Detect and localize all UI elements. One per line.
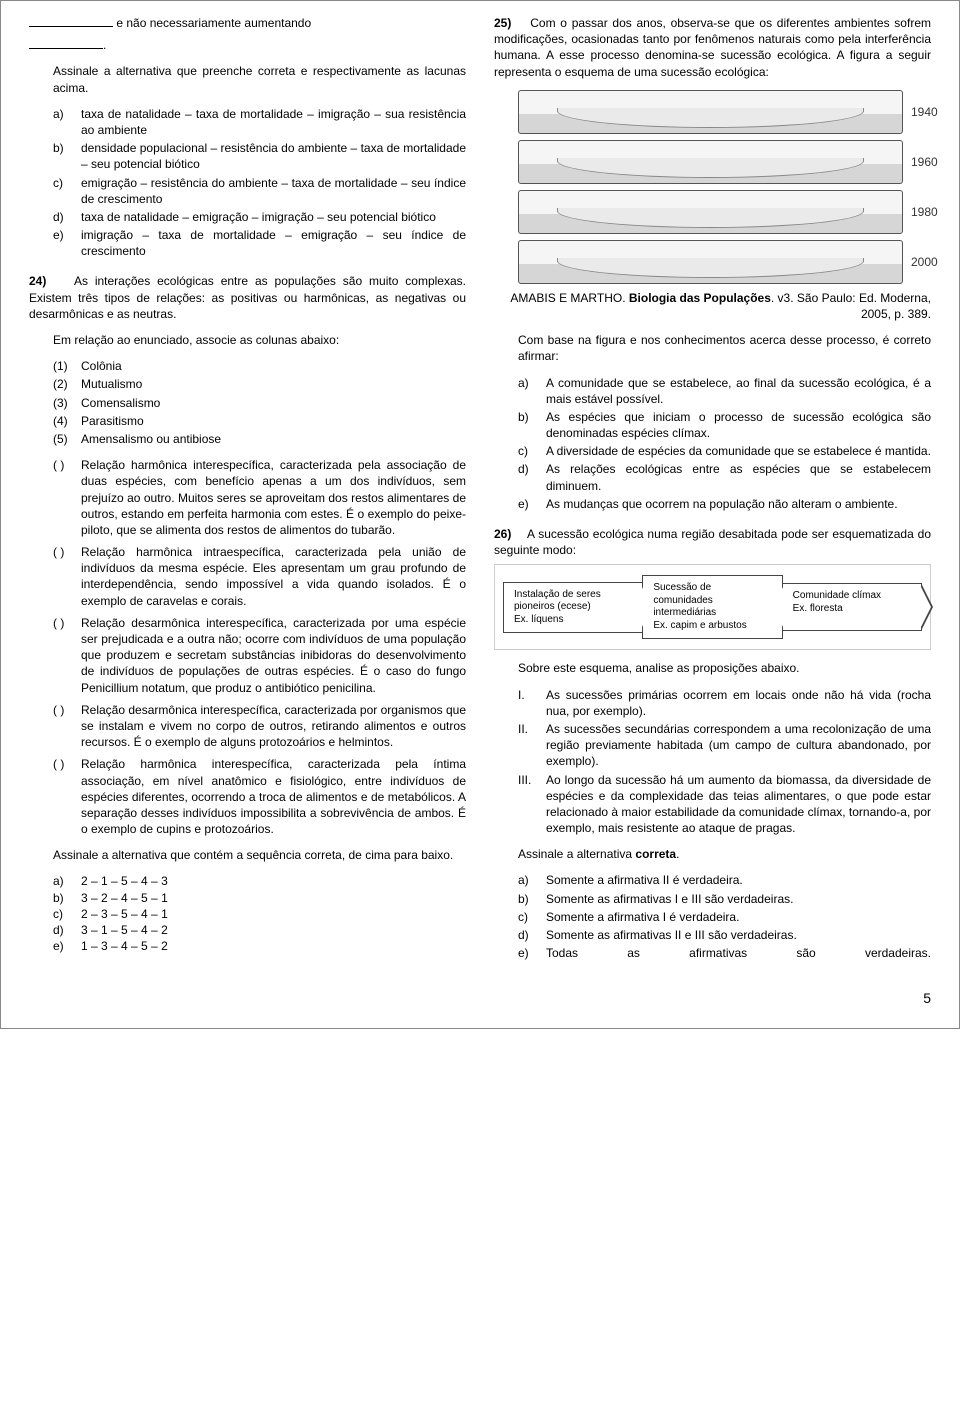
match-right-4: ( )Relação desarmônica interespecífica, … xyxy=(53,702,466,751)
q23-option-d: d)taxa de natalidade – emigração – imigr… xyxy=(53,209,466,225)
q24-stem-text: As interações ecológicas entre as popula… xyxy=(29,274,466,320)
q24-match-right: ( )Relação harmônica interespecífica, ca… xyxy=(53,457,466,837)
q25-option-b: b)As espécies que iniciam o processo de … xyxy=(518,409,931,441)
q24-seq-instr: Assinale a alternativa que contém a sequ… xyxy=(53,847,466,863)
q26-instr2-bold: correta xyxy=(635,847,676,861)
match-left-5: (5)Amensalismo ou antibiose xyxy=(53,431,466,447)
right-column: 25) Com o passar dos anos, observa-se qu… xyxy=(494,15,931,971)
q23-option-c: c)emigração – resistência do ambiente – … xyxy=(53,175,466,207)
q26-options: a)Somente a afirmativa II é verdadeira. … xyxy=(518,872,931,961)
succ-draw-1960 xyxy=(518,140,903,184)
succ-row-1960: 1960 xyxy=(518,140,955,184)
q24-seq-a: a)2 – 1 – 5 – 4 – 3 xyxy=(53,873,466,889)
q25-figure: 1940 1960 1980 2000 xyxy=(518,90,955,284)
arrow3-title: Comunidade clímax xyxy=(793,590,881,601)
arrow-box-3: Comunidade clímax Ex. floresta xyxy=(782,583,922,631)
q26-arrows-figure: Instalação de seres pioneiros (ecese) Ex… xyxy=(494,564,931,650)
caption-tail: . v3. São Paulo: Ed. Moderna, 2005, p. 3… xyxy=(771,291,931,321)
q23-options: a)taxa de natalidade – taxa de mortalida… xyxy=(53,106,466,260)
arrow3-ex: Ex. floresta xyxy=(793,603,901,616)
succ-year-1980: 1980 xyxy=(911,204,955,220)
q26-instr2: Assinale a alternativa correta. xyxy=(518,846,931,862)
succ-row-1980: 1980 xyxy=(518,190,955,234)
q24-instr: Em relação ao enunciado, associe as colu… xyxy=(53,332,466,348)
q23-option-b: b)densidade populacional – resistência d… xyxy=(53,140,466,172)
q25-option-a: a)A comunidade que se estabelece, ao fin… xyxy=(518,375,931,407)
q25-option-e: e)As mudanças que ocorrem na população n… xyxy=(518,496,931,512)
q24-num: 24) xyxy=(29,274,46,288)
q26-stem-text: A sucessão ecológica numa região desabit… xyxy=(494,527,931,557)
q26-romans: I.As sucessões primárias ocorrem em loca… xyxy=(518,687,931,837)
blank-2 xyxy=(29,38,103,49)
succ-draw-2000 xyxy=(518,240,903,284)
q24-seq-options: a)2 – 1 – 5 – 4 – 3 b)3 – 2 – 4 – 5 – 1 … xyxy=(53,873,466,954)
q26-roman-3: III.Ao longo da sucessão há um aumento d… xyxy=(518,772,931,837)
arrow2-title: Sucessão de comunidades intermediárias xyxy=(653,582,716,618)
q25-instr: Com base na figura e nos conhecimentos a… xyxy=(518,332,931,364)
q23-fragment-line1: e não necessariamente aumentando xyxy=(29,15,466,31)
q24-seq-c: c)2 – 3 – 5 – 4 – 1 xyxy=(53,906,466,922)
q23-fragment-line2: . xyxy=(29,37,466,53)
q23-option-a: a)taxa de natalidade – taxa de mortalida… xyxy=(53,106,466,138)
q25-caption: AMABIS E MARTHO. Biologia das Populações… xyxy=(494,290,931,322)
succ-row-1940: 1940 xyxy=(518,90,955,134)
succ-year-2000: 2000 xyxy=(911,254,955,270)
q25-stem-text: Com o passar dos anos, observa-se que os… xyxy=(494,16,931,79)
fragment-suffix: . xyxy=(103,38,106,52)
arrow2-ex: Ex. capim e arbustos xyxy=(653,620,761,633)
caption-title: Biologia das Populações xyxy=(629,291,771,305)
match-left-1: (1)Colônia xyxy=(53,358,466,374)
q23-option-e: e)imigração – taxa de mortalidade – emig… xyxy=(53,227,466,259)
q24-seq-d: d)3 – 1 – 5 – 4 – 2 xyxy=(53,922,466,938)
q26-instr2-post: . xyxy=(676,847,679,861)
q26-option-a: a)Somente a afirmativa II é verdadeira. xyxy=(518,872,931,888)
q26-instr1: Sobre este esquema, analise as proposiçõ… xyxy=(518,660,931,676)
q24-stem: 24) As interações ecológicas entre as po… xyxy=(29,273,466,322)
q25-options: a)A comunidade que se estabelece, ao fin… xyxy=(518,375,931,513)
match-left-3: (3)Comensalismo xyxy=(53,395,466,411)
arrow1-ex: Ex. líquens xyxy=(514,614,622,627)
arrow-box-2: Sucessão de comunidades intermediárias E… xyxy=(642,575,782,639)
page-number: 5 xyxy=(29,989,931,1008)
match-right-5: ( )Relação harmônica interespecífica, ca… xyxy=(53,756,466,837)
succ-row-2000: 2000 xyxy=(518,240,955,284)
q26-option-b: b)Somente as afirmativas I e III são ver… xyxy=(518,891,931,907)
succ-year-1940: 1940 xyxy=(911,104,955,120)
q25-num: 25) xyxy=(494,16,511,30)
q25-stem: 25) Com o passar dos anos, observa-se qu… xyxy=(494,15,931,80)
q23-instr: Assinale a alternativa que preenche corr… xyxy=(53,63,466,95)
arrow1-title: Instalação de seres pioneiros (ecese) xyxy=(514,589,601,613)
arrow-box-1: Instalação de seres pioneiros (ecese) Ex… xyxy=(503,582,643,634)
q26-roman-2: II.As sucessões secundárias correspondem… xyxy=(518,721,931,770)
match-right-2: ( )Relação harmônica intraespecífica, ca… xyxy=(53,544,466,609)
succ-draw-1980 xyxy=(518,190,903,234)
left-column: e não necessariamente aumentando . Assin… xyxy=(29,15,466,971)
caption-authors: AMABIS E MARTHO. xyxy=(510,291,628,305)
q25-option-c: c)A diversidade de espécies da comunidad… xyxy=(518,443,931,459)
succ-draw-1940 xyxy=(518,90,903,134)
q26-stem: 26) A sucessão ecológica numa região des… xyxy=(494,526,931,558)
fragment-text-1: e não necessariamente aumentando xyxy=(116,16,311,30)
match-left-2: (2)Mutualismo xyxy=(53,376,466,392)
q26-option-d: d)Somente as afirmativas II e III são ve… xyxy=(518,927,931,943)
q26-option-c: c)Somente a afirmativa I é verdadeira. xyxy=(518,909,931,925)
q26-instr2-pre: Assinale a alternativa xyxy=(518,847,635,861)
match-right-1: ( )Relação harmônica interespecífica, ca… xyxy=(53,457,466,538)
match-right-3: ( )Relação desarmônica interespecífica, … xyxy=(53,615,466,696)
q26-num: 26) xyxy=(494,527,511,541)
q26-roman-1: I.As sucessões primárias ocorrem em loca… xyxy=(518,687,931,719)
q25-option-d: d)As relações ecológicas entre as espéci… xyxy=(518,461,931,493)
blank-1 xyxy=(29,16,113,27)
match-left-4: (4)Parasitismo xyxy=(53,413,466,429)
q24-seq-e: e)1 – 3 – 4 – 5 – 2 xyxy=(53,938,466,954)
q26-option-e: e)Todas as afirmativas são verdadeiras. xyxy=(518,945,931,961)
q24-match-left: (1)Colônia (2)Mutualismo (3)Comensalismo… xyxy=(53,358,466,447)
succ-year-1960: 1960 xyxy=(911,154,955,170)
q24-seq-b: b)3 – 2 – 4 – 5 – 1 xyxy=(53,890,466,906)
